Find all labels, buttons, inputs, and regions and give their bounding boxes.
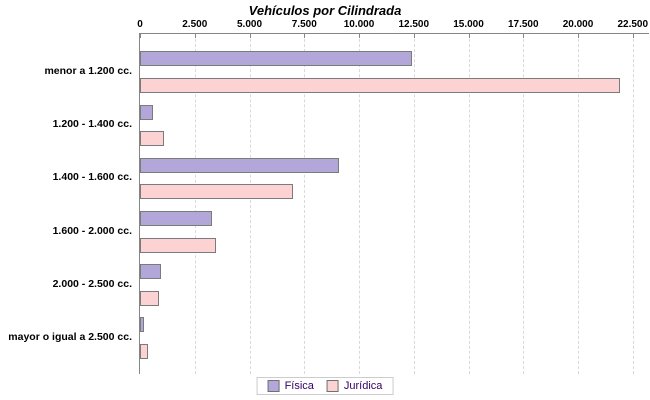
bar-juridica bbox=[140, 344, 148, 359]
x-tick-mark bbox=[359, 34, 360, 38]
x-tick-mark bbox=[468, 34, 470, 38]
category-label: mayor o igual a 2.500 cc. bbox=[8, 331, 132, 343]
legend-label-juridica: Jurídica bbox=[343, 380, 383, 392]
x-tick-label: 10.000 bbox=[343, 19, 375, 30]
x-gridline bbox=[523, 34, 525, 374]
x-tick-mark bbox=[413, 34, 415, 38]
x-tick-label: 20.000 bbox=[562, 19, 594, 30]
x-gridline bbox=[632, 34, 634, 374]
bar-juridica bbox=[140, 131, 165, 147]
x-tick-mark bbox=[194, 34, 196, 38]
category-label: menor a 1.200 cc. bbox=[44, 65, 132, 77]
category-label: 1.600 - 2.000 cc. bbox=[52, 224, 132, 237]
x-gridline bbox=[468, 34, 470, 374]
fisica-swatch-icon bbox=[267, 380, 280, 392]
x-gridline bbox=[359, 34, 360, 374]
x-tick-mark bbox=[304, 34, 306, 38]
x-tick-mark bbox=[523, 34, 525, 38]
bar-fisica bbox=[140, 317, 145, 333]
category-label: 2.000 - 2.500 cc. bbox=[52, 277, 132, 290]
bar-juridica bbox=[140, 78, 620, 93]
bar-fisica bbox=[140, 104, 154, 120]
x-gridline bbox=[304, 34, 306, 374]
x-tick-label: 5.000 bbox=[236, 19, 263, 30]
x-tick-label: 15.000 bbox=[453, 19, 484, 30]
x-gridline bbox=[413, 34, 415, 374]
x-gridline bbox=[249, 34, 251, 374]
category-label: 1.200 - 1.400 cc. bbox=[52, 118, 132, 131]
bar-juridica bbox=[140, 290, 159, 306]
x-gridline bbox=[194, 34, 196, 374]
bar-fisica bbox=[140, 264, 161, 280]
legend-item-juridica: Jurídica bbox=[326, 380, 383, 392]
category-label: 1.400 - 1.600 cc. bbox=[52, 171, 132, 184]
bar-fisica bbox=[140, 210, 213, 226]
legend-label-fisica: Física bbox=[284, 380, 314, 392]
x-tick-label: 7.500 bbox=[291, 19, 317, 30]
x-tick-mark bbox=[140, 34, 141, 38]
chart-title: Vehículos por Cilindrada bbox=[248, 3, 402, 18]
x-tick-mark bbox=[578, 34, 579, 38]
x-tick-label: 22.500 bbox=[617, 19, 649, 30]
bar-fisica bbox=[140, 51, 412, 67]
x-tick-mark bbox=[632, 34, 634, 38]
bar-juridica bbox=[140, 184, 294, 200]
x-tick-label: 2.500 bbox=[182, 19, 208, 30]
x-tick-label: 17.500 bbox=[507, 19, 539, 30]
x-tick-label: 0 bbox=[137, 19, 143, 30]
x-gridline bbox=[578, 34, 579, 374]
legend: Física Jurídica bbox=[256, 377, 394, 395]
plot-area: 0 2.500 5.000 7.500 10.000 12.500 15.000 17.500… bbox=[137, 19, 649, 374]
juridica-swatch-icon bbox=[326, 380, 339, 392]
bar-fisica bbox=[140, 157, 340, 173]
bar-juridica bbox=[140, 237, 216, 253]
x-tick-mark bbox=[249, 34, 251, 38]
legend-item-fisica: Física bbox=[267, 380, 314, 392]
x-tick-label: 12.500 bbox=[398, 19, 430, 30]
